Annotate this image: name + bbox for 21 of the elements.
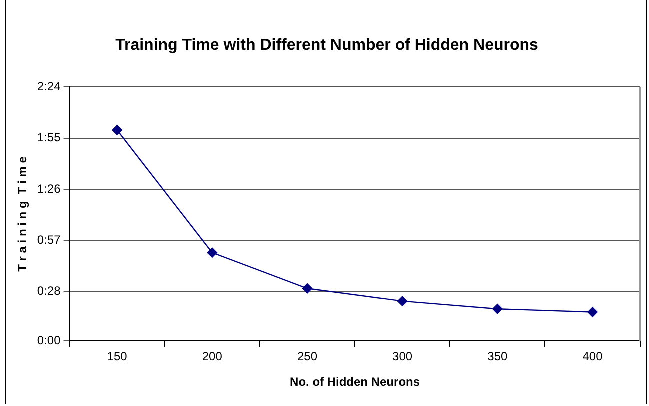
- y-tick-label: 0:57: [37, 232, 62, 247]
- point: [588, 307, 598, 318]
- x-tick-label: 350: [488, 350, 508, 364]
- x-tick-label: 250: [297, 350, 318, 364]
- y-axis-title: T r a i n i n g T i m e: [16, 156, 30, 272]
- point: [302, 284, 313, 294]
- y-tick-label: 1:26: [37, 182, 62, 196]
- point: [207, 248, 218, 258]
- point: [112, 125, 122, 136]
- x-tick-label: 150: [107, 350, 128, 364]
- y-tick-label: 0:28: [37, 284, 62, 298]
- x-tick-label: 300: [392, 350, 413, 364]
- point: [397, 296, 408, 306]
- y-tick-label: 1:55: [37, 130, 62, 145]
- y-tick-label: 0:00: [37, 334, 62, 348]
- y-tick-label: 2:24: [37, 80, 62, 94]
- x-axis-title: No. of Hidden Neurons: [290, 375, 420, 390]
- x-tick-label: 200: [202, 350, 223, 364]
- chart-title: Training Time with Different Number of Hidden Neurons: [116, 37, 539, 54]
- point: [492, 304, 503, 314]
- x-tick-label: 400: [582, 350, 604, 364]
